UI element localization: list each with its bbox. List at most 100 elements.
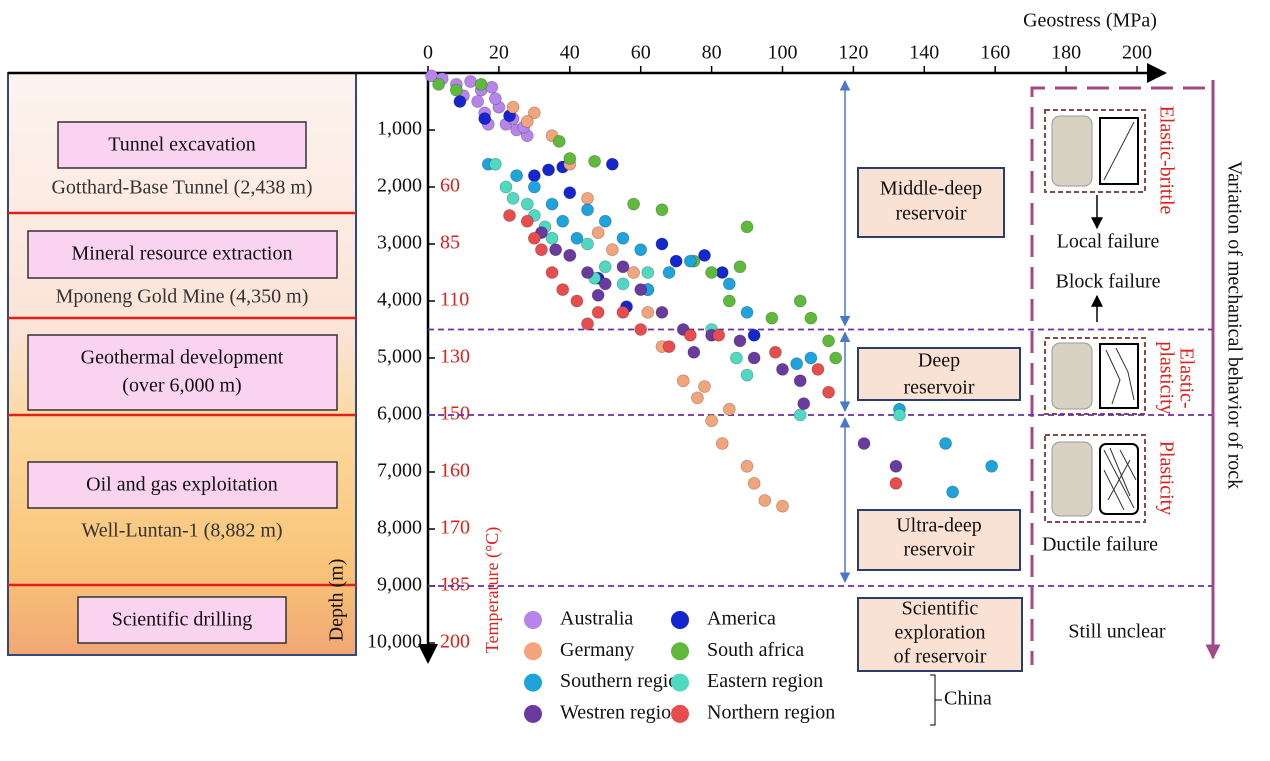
stage-label: Scientific drilling [112, 609, 253, 631]
data-point [542, 163, 555, 177]
data-point [634, 243, 648, 257]
data-point [889, 459, 903, 473]
stage-name: Elastic-brittle [1155, 106, 1177, 215]
data-point [740, 220, 754, 234]
failure-label: Block failure [1056, 271, 1161, 293]
x-tick-label: 180 [1051, 42, 1081, 64]
data-point [691, 391, 704, 405]
data-point [527, 180, 541, 194]
rock-sample [1044, 109, 1146, 193]
data-point [655, 237, 669, 251]
reservoir-label: Ultra-deep [896, 515, 982, 537]
data-point [712, 328, 726, 342]
data-point [605, 243, 619, 257]
reservoir-box [857, 597, 1023, 672]
data-point [641, 305, 655, 319]
data-point [545, 266, 559, 279]
y-tick-label: 8,000 [377, 517, 422, 539]
data-point [432, 78, 446, 91]
data-point [747, 351, 761, 365]
x-tick-label: 100 [768, 42, 798, 64]
data-point [946, 485, 960, 499]
data-point [790, 357, 804, 371]
legend-marker [671, 642, 689, 661]
reservoir-label: Middle-deep [880, 178, 982, 200]
reservoir-box [857, 167, 1005, 238]
x-tick-label: 160 [980, 42, 1010, 64]
stage-name: Elastic- [1175, 347, 1197, 408]
failure-label: Local failure [1057, 231, 1160, 253]
data-point [811, 362, 825, 376]
temperature-label: 85 [440, 232, 460, 254]
legend-label: Northern region [707, 701, 835, 723]
data-point [655, 203, 669, 217]
data-point [804, 311, 818, 325]
y-tick-label: 1,000 [377, 118, 422, 140]
data-point [563, 186, 577, 200]
stage-note: Gotthard-Base Tunnel (2,438 m) [51, 177, 312, 199]
legend-label: Westren region [560, 701, 681, 723]
y-tick-label: 5,000 [377, 346, 422, 368]
reservoir-label: reservoir [895, 203, 966, 225]
data-point [722, 402, 736, 416]
legend-marker [524, 704, 542, 723]
data-point [715, 266, 729, 279]
temperature-label: 150 [440, 403, 470, 425]
data-point [705, 414, 718, 428]
reservoir-label: reservoir [903, 539, 974, 561]
legend-marker [671, 611, 689, 629]
stage-name: Plasticity [1155, 441, 1177, 515]
data-point [822, 385, 835, 399]
data-point [527, 169, 541, 183]
stage-note: Mponeng Gold Mine (4,350 m) [56, 286, 309, 308]
data-point [449, 83, 463, 97]
stage-note: Well-Luntan-1 (8,882 m) [81, 520, 282, 542]
data-point [683, 328, 697, 342]
data-point [581, 266, 594, 279]
data-point [627, 197, 641, 211]
stage-label: Tunnel excavation [108, 134, 256, 156]
data-point [641, 266, 655, 279]
reservoir-label: exploration [894, 622, 985, 644]
data-point [698, 248, 711, 262]
data-point [520, 197, 534, 211]
legend-group-label: China [944, 688, 992, 710]
stage-label: (over 6,000 m) [122, 375, 241, 397]
data-point [985, 459, 999, 473]
data-point [747, 476, 761, 490]
data-point [683, 254, 697, 268]
data-point [740, 459, 754, 473]
data-point [669, 254, 683, 268]
legend-label: Australia [560, 608, 633, 630]
temperature-label: 200 [440, 631, 470, 653]
temperature-label: 185 [440, 574, 470, 596]
data-point [889, 476, 903, 490]
data-point [485, 80, 499, 94]
legend-bracket [930, 674, 942, 726]
y-tick-label: 6,000 [377, 403, 422, 425]
failure-label: Still unclear [1068, 621, 1166, 643]
data-point [535, 243, 548, 257]
data-point [570, 294, 584, 308]
reservoir-box [857, 509, 1021, 571]
data-point [722, 294, 736, 308]
data-point [488, 157, 502, 171]
data-point [520, 214, 534, 228]
data-point [549, 243, 563, 257]
rock-sample [1044, 337, 1146, 415]
behavior-frame [1030, 86, 1205, 665]
temperature-label: 130 [440, 346, 470, 368]
data-point [503, 209, 516, 222]
legend-marker [524, 642, 542, 661]
data-point [797, 397, 811, 411]
x-tick-label: 20 [489, 42, 509, 64]
data-point [588, 154, 602, 168]
data-point [655, 305, 669, 319]
y-tick-label: 4,000 [377, 289, 422, 311]
stage-box [27, 230, 338, 279]
data-point [829, 351, 843, 365]
data-point [581, 203, 594, 217]
reservoir-label: reservoir [903, 377, 974, 399]
reservoir-label: of reservoir [894, 646, 987, 668]
